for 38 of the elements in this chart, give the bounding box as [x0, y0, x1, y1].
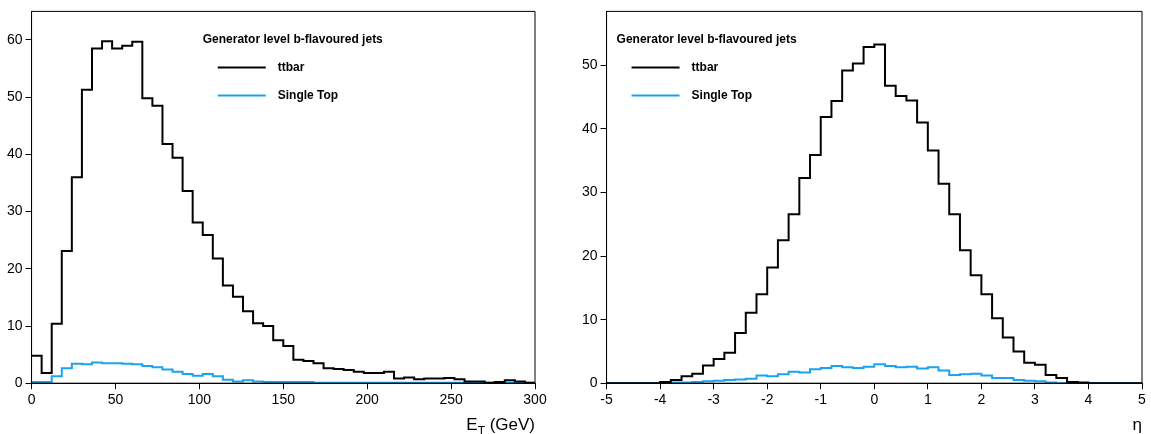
- legend-label: Single Top: [277, 88, 339, 103]
- y-tick-label: 40: [6, 145, 23, 162]
- y-tick-label: 30: [6, 202, 23, 219]
- x-tick-label: 2: [977, 391, 986, 408]
- x-tick-label: 0: [870, 391, 879, 408]
- x-tick-label: 200: [355, 391, 380, 408]
- x-tick-label: -4: [653, 391, 667, 408]
- y-tick-label: 30: [581, 183, 598, 200]
- x-tick-label: 3: [1031, 391, 1040, 408]
- x-axis-title: η: [1132, 415, 1143, 434]
- legend-label: Single Top: [691, 88, 753, 103]
- x-tick-label: 5: [1138, 391, 1147, 408]
- x-tick-label: -3: [707, 391, 721, 408]
- x-tick-label: 100: [187, 391, 212, 408]
- legend-title: Generator level b-flavoured jets: [616, 32, 797, 47]
- x-tick-label: 4: [1084, 391, 1093, 408]
- legend-label: ttbar: [277, 60, 305, 75]
- y-tick-label: 50: [6, 88, 23, 105]
- legend-label: ttbar: [691, 60, 719, 75]
- x-tick-label: 250: [439, 391, 463, 408]
- x-tick-label: -1: [814, 391, 828, 408]
- y-tick-label: 20: [6, 259, 23, 276]
- x-tick-label: 300: [523, 391, 547, 408]
- x-tick-label: 0: [27, 391, 36, 408]
- x-tick-label: 150: [271, 391, 296, 408]
- y-tick-label: 10: [6, 316, 23, 333]
- x-tick-label: -2: [760, 391, 774, 408]
- legend-title: Generator level b-flavoured jets: [202, 32, 384, 47]
- y-tick-label: 20: [581, 246, 598, 263]
- x-tick-label: 1: [923, 391, 932, 408]
- x-tick-label: -5: [600, 391, 614, 408]
- x-tick-label: 50: [107, 391, 124, 408]
- y-tick-label: 60: [6, 30, 23, 47]
- y-tick-label: 0: [14, 374, 23, 391]
- y-tick-label: 0: [589, 374, 598, 391]
- y-tick-label: 10: [581, 310, 598, 327]
- y-tick-label: 40: [581, 119, 598, 136]
- y-tick-label: 50: [581, 56, 598, 73]
